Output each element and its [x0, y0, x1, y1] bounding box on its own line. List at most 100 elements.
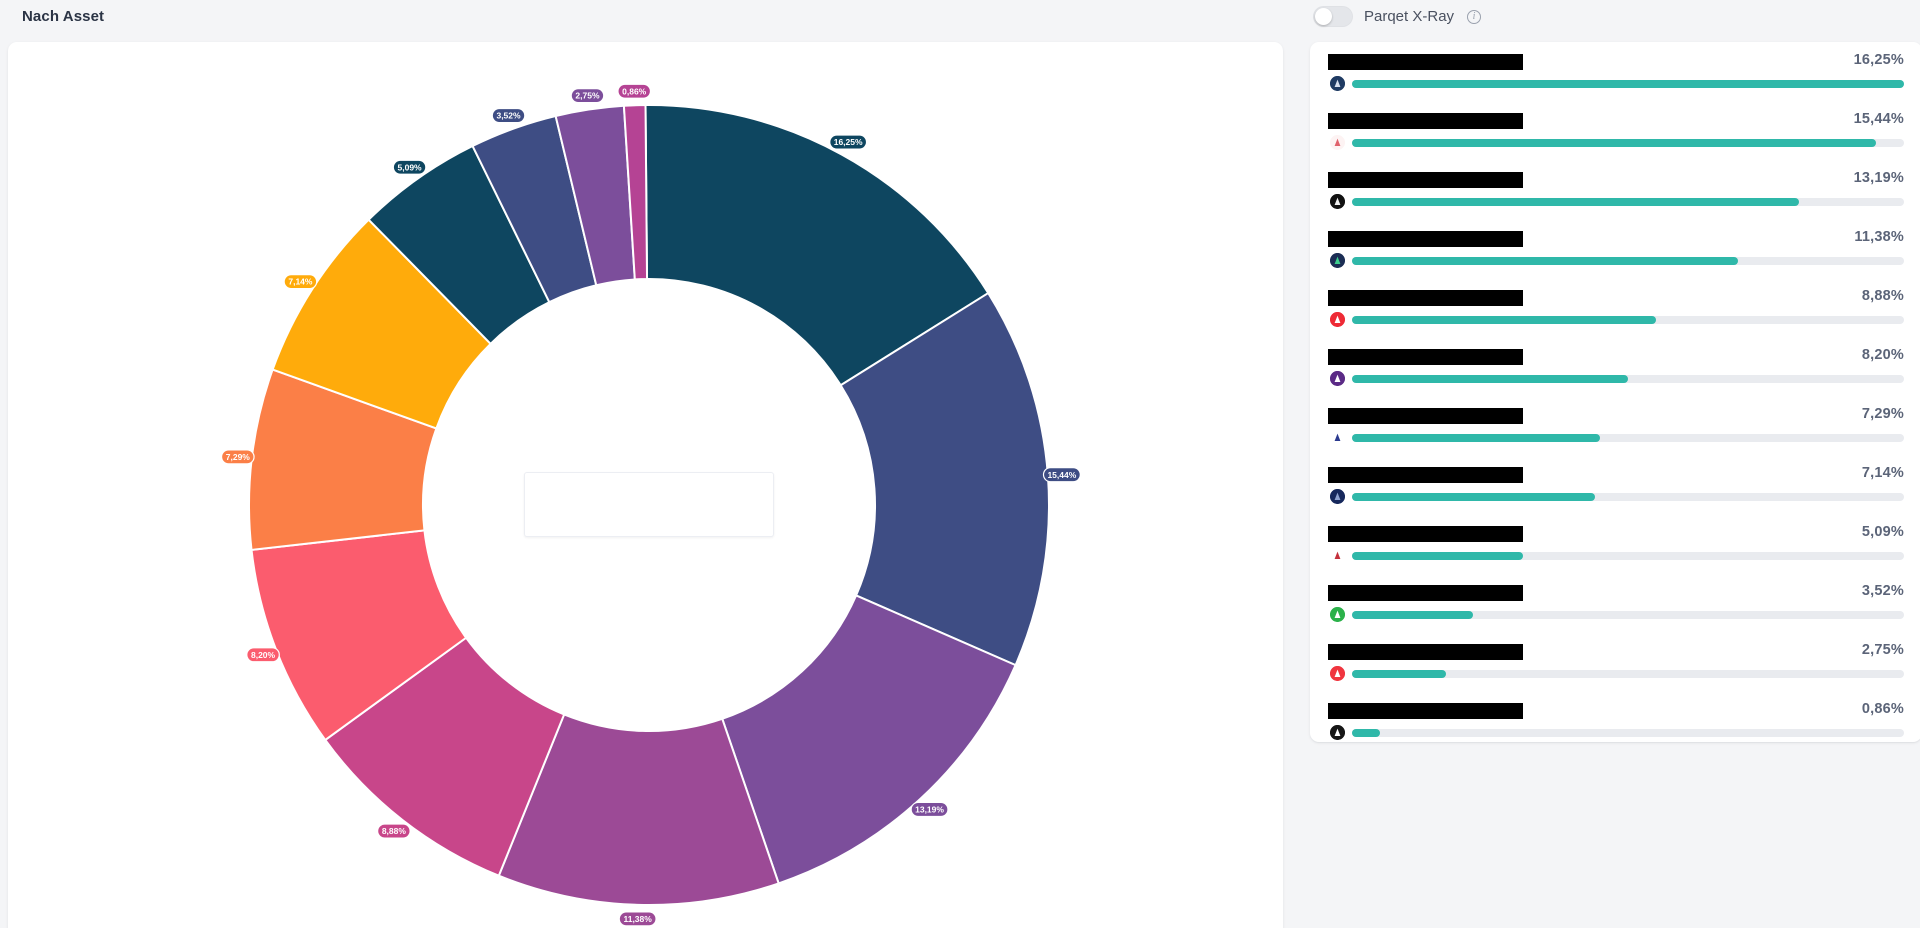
donut-slice-label: 3,52% — [491, 107, 526, 124]
legend-percentage: 7,29% — [1861, 406, 1904, 422]
legend-row[interactable]: 8,88% — [1310, 284, 1920, 343]
parqet-xray-label: Parqet X-Ray — [1364, 8, 1455, 25]
asset-name-redacted — [1328, 349, 1523, 365]
donut-slice-label: 11,38% — [618, 911, 657, 927]
legend-percentage: 7,14% — [1861, 465, 1904, 481]
legend-progress-track — [1352, 493, 1904, 501]
donut-slice-label: 8,88% — [377, 823, 411, 839]
legend-progress-fill — [1352, 139, 1877, 147]
chart-center-tooltip-box — [524, 472, 774, 537]
donut-slice-label: 2,75% — [570, 87, 605, 104]
legend-progress-track — [1352, 257, 1904, 265]
donut-slice-label: 7,29% — [220, 449, 255, 465]
asset-name-redacted — [1328, 644, 1523, 660]
donut-slice-label: 0,86% — [617, 83, 652, 99]
legend-progress-fill — [1352, 670, 1446, 678]
legend-row[interactable]: 15,44% — [1310, 107, 1920, 166]
svg-text:16,25%: 16,25% — [834, 137, 863, 147]
legend-percentage: 3,52% — [1861, 583, 1904, 599]
legend-progress-fill — [1352, 316, 1656, 324]
donut-slice[interactable] — [839, 291, 1050, 667]
asset-name-redacted — [1328, 113, 1523, 129]
company-logo-icon — [1330, 371, 1345, 386]
donut-slice[interactable] — [644, 104, 990, 387]
legend-percentage: 0,86% — [1861, 701, 1904, 717]
company-logo-icon — [1330, 489, 1345, 504]
toggle-knob — [1315, 8, 1332, 25]
info-icon[interactable]: i — [1467, 9, 1482, 24]
donut-slice[interactable] — [622, 104, 649, 281]
company-logo-icon — [1330, 430, 1345, 445]
legend-percentage: 8,88% — [1861, 288, 1904, 304]
donut-slice-label: 15,44% — [1042, 467, 1081, 483]
donut-slice-label: 16,25% — [829, 134, 868, 150]
asset-name-redacted — [1328, 172, 1523, 188]
legend-row[interactable]: 13,19% — [1310, 166, 1920, 225]
asset-legend-list: 16,25% 15,44% 13,19% 11,38% 8,88% 8,20% 7,29% 7… — [1310, 42, 1920, 756]
legend-percentage: 15,44% — [1853, 111, 1904, 127]
legend-progress-fill — [1352, 198, 1800, 206]
svg-text:11,38%: 11,38% — [623, 914, 652, 924]
company-logo-icon — [1330, 135, 1345, 150]
legend-row[interactable]: 11,38% — [1310, 225, 1920, 284]
legend-progress-track — [1352, 316, 1904, 324]
legend-progress-fill — [1352, 80, 1904, 88]
legend-progress-track — [1352, 729, 1904, 737]
company-logo-icon — [1330, 194, 1345, 209]
donut-slice-label: 8,20% — [246, 647, 280, 663]
legend-row[interactable]: 2,75% — [1310, 638, 1920, 697]
legend-progress-track — [1352, 139, 1904, 147]
legend-row[interactable]: 7,29% — [1310, 402, 1920, 461]
company-logo-icon — [1330, 253, 1345, 268]
asset-legend-card: 16,25% 15,44% 13,19% 11,38% 8,88% 8,20% 7,29% 7… — [1310, 42, 1920, 742]
legend-percentage: 5,09% — [1861, 524, 1904, 540]
company-logo-icon — [1330, 548, 1345, 563]
svg-text:13,19%: 13,19% — [915, 805, 944, 815]
legend-progress-fill — [1352, 552, 1524, 560]
legend-progress-track — [1352, 375, 1904, 383]
legend-row[interactable]: 5,09% — [1310, 520, 1920, 579]
asset-name-redacted — [1328, 467, 1523, 483]
donut-slice-label: 13,19% — [910, 801, 949, 818]
svg-text:7,29%: 7,29% — [226, 452, 251, 462]
asset-name-redacted — [1328, 585, 1523, 601]
asset-name-redacted — [1328, 703, 1523, 719]
legend-row[interactable]: 7,14% — [1310, 461, 1920, 520]
svg-text:15,44%: 15,44% — [1047, 470, 1076, 480]
svg-text:8,88%: 8,88% — [382, 826, 407, 836]
parqet-xray-toggle[interactable] — [1313, 6, 1353, 27]
donut-slice[interactable] — [497, 713, 780, 906]
legend-percentage: 2,75% — [1861, 642, 1904, 658]
page-title: Nach Asset — [22, 8, 105, 25]
legend-row[interactable]: 0,86% — [1310, 697, 1920, 756]
legend-progress-track — [1352, 434, 1904, 442]
svg-text:7,14%: 7,14% — [288, 277, 313, 287]
company-logo-icon — [1330, 312, 1345, 327]
legend-row[interactable]: 16,25% — [1310, 48, 1920, 107]
company-logo-icon — [1330, 76, 1345, 91]
donut-slice-label: 7,14% — [283, 274, 318, 290]
svg-text:8,20%: 8,20% — [251, 650, 276, 660]
legend-progress-fill — [1352, 611, 1474, 619]
legend-progress-track — [1352, 670, 1904, 678]
company-logo-icon — [1330, 666, 1345, 681]
legend-progress-track — [1352, 198, 1904, 206]
svg-text:3,52%: 3,52% — [496, 111, 521, 121]
legend-progress-fill — [1352, 729, 1380, 737]
svg-text:2,75%: 2,75% — [575, 91, 600, 101]
company-logo-icon — [1330, 607, 1345, 622]
donut-chart[interactable]: 16,25% 15,44% 13,19% 11,38% 8,88% 8,20% 7,29% 7… — [8, 42, 1283, 928]
svg-text:5,09%: 5,09% — [398, 162, 423, 172]
donut-chart-svg[interactable]: 16,25% 15,44% 13,19% 11,38% 8,88% 8,20% 7,29% 7… — [8, 42, 1283, 928]
asset-name-redacted — [1328, 231, 1523, 247]
donut-slice[interactable] — [720, 594, 1017, 885]
legend-row[interactable]: 3,52% — [1310, 579, 1920, 638]
asset-name-redacted — [1328, 290, 1523, 306]
svg-text:0,86%: 0,86% — [622, 86, 647, 96]
parqet-xray-control[interactable]: Parqet X-Ray i — [1313, 6, 1482, 27]
legend-row[interactable]: 8,20% — [1310, 343, 1920, 402]
legend-progress-fill — [1352, 434, 1601, 442]
legend-progress-track — [1352, 552, 1904, 560]
donut-slice-label: 5,09% — [392, 159, 427, 175]
